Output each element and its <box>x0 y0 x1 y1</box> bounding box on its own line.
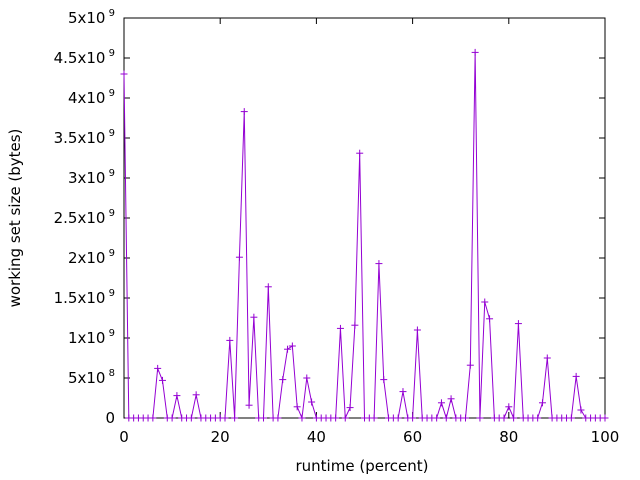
x-tick-label: 20 <box>211 428 230 446</box>
data-point-marker <box>264 283 272 291</box>
x-tick-label: 80 <box>499 428 518 446</box>
data-point-marker <box>346 404 354 412</box>
data-point-marker <box>413 326 421 334</box>
y-tick-label: 3.5x10 9 <box>54 128 115 147</box>
data-point-marker <box>293 403 301 411</box>
data-point-marker <box>303 374 311 382</box>
data-point-marker <box>231 414 239 422</box>
data-point-marker <box>341 414 349 422</box>
data-point-marker <box>336 324 344 332</box>
y-axis-ticks: 0 5x10 8 1x10 9 1.5x10 9 2x10 9 2.5x10 9 3x10 … <box>54 8 605 427</box>
data-point-marker <box>370 414 378 422</box>
data-point-marker <box>279 376 287 384</box>
data-point-marker <box>375 260 383 268</box>
data-point-marker <box>332 414 340 422</box>
data-point-marker <box>192 391 200 399</box>
y-tick-label: 1.5x10 9 <box>54 288 115 307</box>
data-point-marker <box>567 414 575 422</box>
data-point-marker <box>409 414 417 422</box>
data-point-marker <box>543 354 551 362</box>
data-point-marker <box>173 392 181 400</box>
data-point-marker <box>351 321 359 329</box>
data-point-marker <box>433 414 441 422</box>
y-axis-title: working set size (bytes) <box>6 129 24 308</box>
x-tick-label: 0 <box>119 428 129 446</box>
data-point-marker <box>447 395 455 403</box>
y-tick-label: 5x10 8 <box>68 368 115 387</box>
data-point-marker <box>259 414 267 422</box>
y-tick-label: 3x10 9 <box>68 168 115 187</box>
data-point-marker <box>154 364 162 372</box>
data-point-marker <box>476 414 484 422</box>
y-tick-label: 4.5x10 9 <box>54 48 115 67</box>
data-point-marker <box>514 320 522 328</box>
y-tick-label: 0 <box>105 409 115 427</box>
data-point-marker <box>466 361 474 369</box>
y-tick-label: 2x10 9 <box>68 248 115 267</box>
data-point-marker <box>187 414 195 422</box>
x-axis-ticks: 0 20 40 60 80 100 <box>119 18 619 446</box>
data-point-marker <box>298 414 306 422</box>
data-point-marker <box>572 372 580 380</box>
data-point-marker <box>500 414 508 422</box>
data-point-marker <box>538 399 546 407</box>
data-point-marker <box>250 313 258 321</box>
data-point-marker <box>510 414 518 422</box>
data-point-marker <box>168 414 176 422</box>
data-point-marker <box>577 406 585 414</box>
x-tick-label: 60 <box>403 428 422 446</box>
series-markers <box>120 48 609 422</box>
data-point-marker <box>120 70 128 78</box>
data-point-marker <box>158 376 166 384</box>
data-point-marker <box>601 414 609 422</box>
data-point-marker <box>221 414 229 422</box>
y-tick-label: 5x10 9 <box>68 8 115 27</box>
data-point-marker <box>534 414 542 422</box>
data-point-marker <box>149 414 157 422</box>
data-point-marker <box>245 401 253 409</box>
data-point-marker <box>486 315 494 323</box>
data-point-marker <box>226 336 234 344</box>
data-point-marker <box>481 298 489 306</box>
x-tick-label: 40 <box>307 428 326 446</box>
plot-area-border <box>123 17 606 419</box>
x-tick-label: 100 <box>591 428 620 446</box>
data-point-marker <box>471 48 479 56</box>
x-axis-title: runtime (percent) <box>296 457 429 475</box>
data-point-marker <box>240 108 248 116</box>
y-tick-label: 2.5x10 9 <box>54 208 115 227</box>
data-point-marker <box>399 388 407 396</box>
data-point-marker <box>356 149 364 157</box>
data-point-marker <box>380 376 388 384</box>
y-tick-label: 1x10 9 <box>68 328 115 347</box>
data-point-marker <box>235 253 243 261</box>
data-point-marker <box>442 414 450 422</box>
series-line <box>123 52 605 420</box>
data-point-marker <box>394 414 402 422</box>
data-point-marker <box>308 398 316 406</box>
data-point-marker <box>284 345 292 353</box>
data-point-marker <box>288 342 296 350</box>
y-tick-label: 4x10 9 <box>68 88 115 107</box>
data-point-marker <box>462 414 470 422</box>
data-point-marker <box>274 414 282 422</box>
data-point-marker <box>437 399 445 407</box>
data-point-marker <box>505 403 513 411</box>
